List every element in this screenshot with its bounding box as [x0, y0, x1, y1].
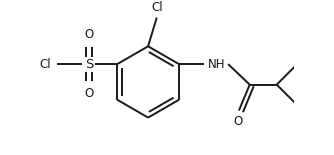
Text: O: O — [233, 115, 242, 128]
Text: Cl: Cl — [40, 58, 51, 71]
Text: O: O — [85, 87, 94, 100]
Text: O: O — [85, 28, 94, 41]
Text: Cl: Cl — [151, 1, 163, 14]
Text: NH: NH — [208, 58, 226, 71]
Text: S: S — [85, 58, 93, 71]
